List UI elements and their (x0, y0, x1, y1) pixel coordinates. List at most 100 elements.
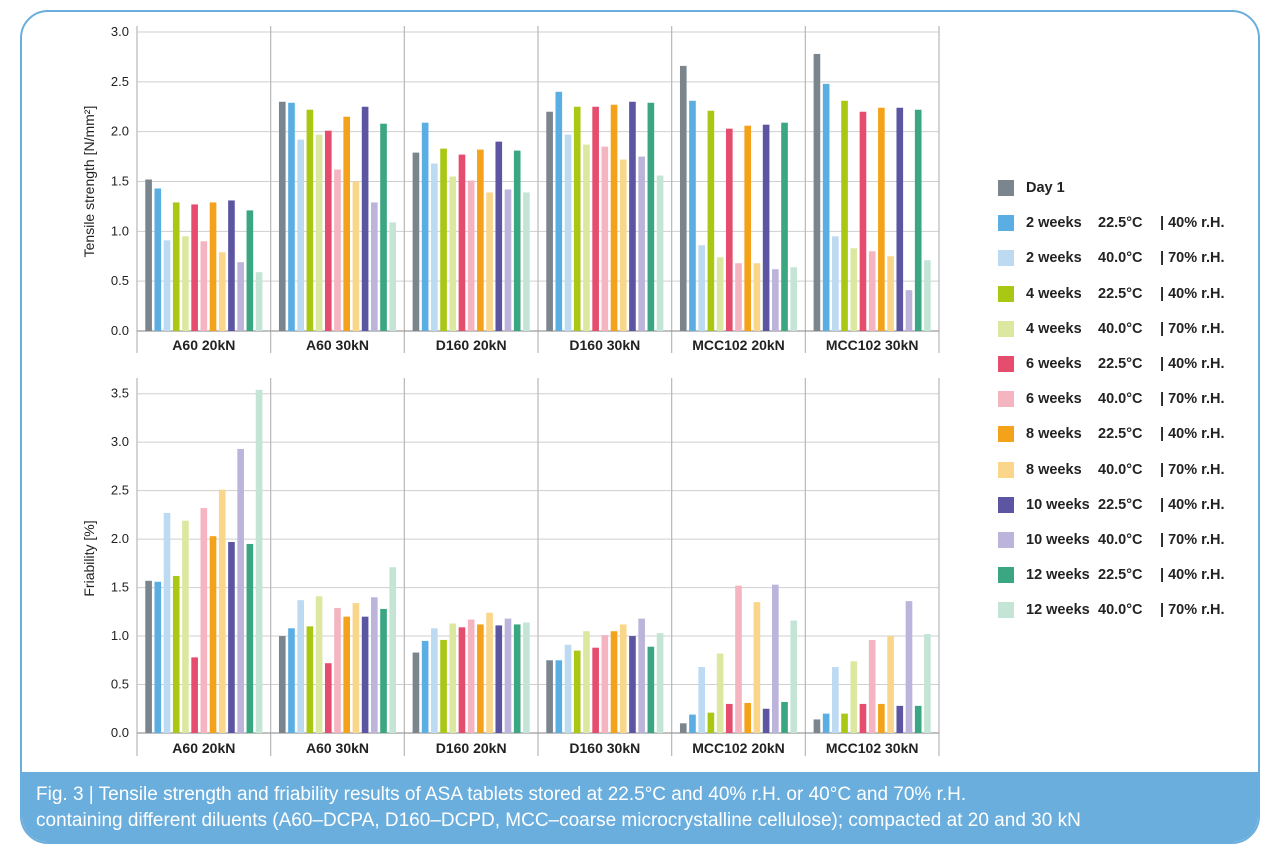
friability-bar (716, 653, 724, 733)
friability-bar (573, 650, 581, 733)
tensile-bar (172, 202, 180, 331)
friability-bar (914, 705, 922, 733)
tensile-bar (145, 179, 152, 331)
legend-humidity: | 40% r.H. (1160, 496, 1225, 513)
friability-bar (477, 624, 484, 733)
legend-humidity: | 40% r.H. (1160, 426, 1225, 443)
tensile-bar (790, 267, 798, 331)
tensile-bar (905, 290, 913, 331)
friability-bar (744, 702, 752, 733)
legend-temperature: 22.5°C (1098, 496, 1143, 513)
friability-bar (555, 660, 563, 733)
legend-item: Day 1 (998, 178, 1098, 198)
tensile-bar (841, 100, 848, 332)
tensile-ylabel: Tensile strength [N/mm²] (81, 106, 97, 258)
friability-bar (698, 667, 705, 733)
tensile-bar (255, 272, 263, 331)
tensile-bar (610, 104, 618, 331)
friability-bar (656, 633, 664, 733)
legend-item: 6 weeks 40.0°C | 70% r.H. (998, 389, 1225, 409)
friability-bar (380, 608, 387, 733)
tensile-bar (753, 263, 761, 331)
tensile-bar (679, 65, 687, 331)
tensile-bar (546, 111, 553, 331)
friability-bar (896, 705, 904, 733)
tensile-bar (334, 169, 341, 331)
tensile-bar (504, 189, 512, 331)
friability-bar (371, 597, 378, 733)
friability-bar (495, 625, 503, 733)
legend-swatch (998, 320, 1014, 337)
tensile-bar (288, 102, 295, 331)
friability-bar (467, 619, 475, 733)
tensile-bar (781, 122, 788, 331)
friability-category-label: MCC102 30kN (826, 740, 919, 756)
friability-bar (924, 634, 931, 733)
friability-bar (361, 616, 369, 733)
friability-bar (878, 703, 885, 733)
tensile-bar (850, 248, 858, 331)
legend-humidity: | 40% r.H. (1160, 567, 1225, 584)
friability-bar (255, 389, 263, 733)
legend-label: 4 weeks (1026, 285, 1082, 302)
tensile-bar (868, 251, 876, 331)
tensile-bar (647, 102, 655, 331)
friability-ytick-label: 1.0 (111, 628, 129, 643)
friability-bar (592, 647, 599, 733)
friability-bar (647, 646, 655, 733)
friability-bar (288, 628, 295, 733)
legend-temperature: 22.5°C (1098, 356, 1143, 372)
friability-category-label: A60 30kN (306, 740, 369, 756)
legend-swatch (998, 391, 1014, 408)
tensile-bar (725, 128, 733, 331)
friability-bar (449, 623, 457, 733)
legend-humidity: | 70% r.H. (1160, 532, 1225, 548)
friability-bar (832, 667, 839, 733)
legend-label: 2 weeks (1026, 250, 1082, 267)
legend-temperature: 22.5°C (1098, 285, 1143, 302)
tensile-ytick-label: 1.0 (111, 223, 129, 238)
legend-temperature: 22.5°C (1098, 567, 1143, 584)
friability-bar (145, 580, 152, 733)
tensile-bar (689, 100, 696, 332)
tensile-bar (832, 236, 839, 331)
friability-bar (619, 624, 627, 733)
friability-bar (278, 636, 286, 733)
friability-bar (228, 542, 235, 733)
caption-line-1: Fig. 3 | Tensile strength and friability… (36, 784, 967, 805)
legend-item: 4 weeks 40.0°C | 70% r.H. (998, 319, 1225, 339)
friability-category-label: D160 20kN (436, 740, 507, 756)
friability-bar (486, 612, 493, 733)
friability-bar (822, 713, 830, 733)
tensile-bar (315, 134, 323, 331)
friability-bar (209, 536, 217, 733)
tensile-category-label: A60 20kN (172, 337, 235, 353)
friability-bar (315, 596, 323, 733)
tensile-category-label: D160 30kN (569, 337, 640, 353)
tensile-bar (246, 210, 254, 331)
friability-bar (421, 640, 429, 733)
legend-temperature: 40.0°C (1098, 391, 1143, 408)
legend-item: 6 weeks 22.5°C | 40% r.H. (998, 354, 1225, 374)
tensile-bar (813, 53, 821, 332)
tensile-bar (735, 263, 742, 331)
friability-bar (689, 714, 696, 733)
friability-bar (297, 600, 304, 733)
tensile-bar (555, 91, 563, 331)
friability-ytick-label: 1.5 (111, 580, 129, 595)
friability-ytick-label: 0.0 (111, 725, 129, 740)
legend-label: 4 weeks (1026, 320, 1082, 337)
tensile-ytick-label: 0.5 (111, 273, 129, 288)
tensile-bar (371, 202, 378, 331)
legend-humidity: | 40% r.H. (1160, 285, 1225, 302)
tensile-bar (352, 181, 360, 331)
tensile-bar (878, 107, 885, 331)
tensile-bar (218, 252, 226, 331)
legend-swatch (998, 250, 1014, 267)
legend-label: 6 weeks (1026, 391, 1082, 408)
tensile-ytick-label: 1.5 (111, 174, 129, 189)
friability-bar (324, 663, 332, 733)
friability-bar (352, 603, 360, 733)
tensile-bar (601, 146, 609, 331)
tensile-ytick-label: 3.0 (111, 24, 129, 39)
